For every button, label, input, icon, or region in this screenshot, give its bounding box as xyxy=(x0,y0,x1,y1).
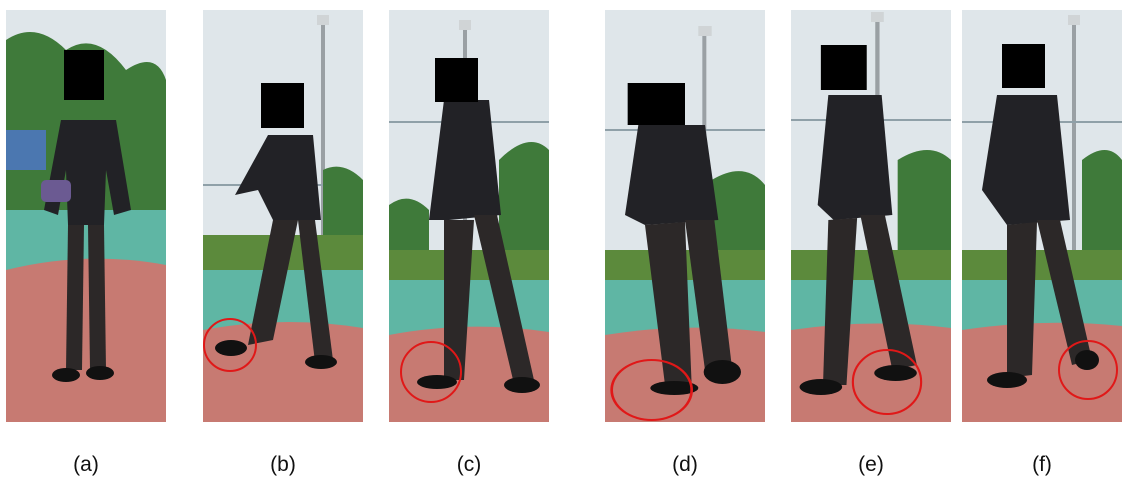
panel-d: (d) xyxy=(605,0,765,482)
panel-b: (b) xyxy=(203,0,363,482)
photo-d xyxy=(605,10,765,422)
caption-a: (a) xyxy=(73,453,99,476)
caption-e: (e) xyxy=(858,453,884,476)
photo-c xyxy=(389,10,549,422)
panel-c: (c) xyxy=(389,0,549,482)
caption-b: (b) xyxy=(270,453,296,476)
caption-f: (f) xyxy=(1032,453,1052,476)
caption-c: (c) xyxy=(456,453,482,476)
panel-e: (e) xyxy=(791,0,951,482)
panel-f: (f) xyxy=(962,0,1122,482)
panel-a: (a) xyxy=(6,0,166,482)
photo-b xyxy=(203,10,363,422)
caption-d: (d) xyxy=(672,453,698,476)
photo-e xyxy=(791,10,951,422)
photo-a xyxy=(6,10,166,422)
photo-f xyxy=(962,10,1122,422)
